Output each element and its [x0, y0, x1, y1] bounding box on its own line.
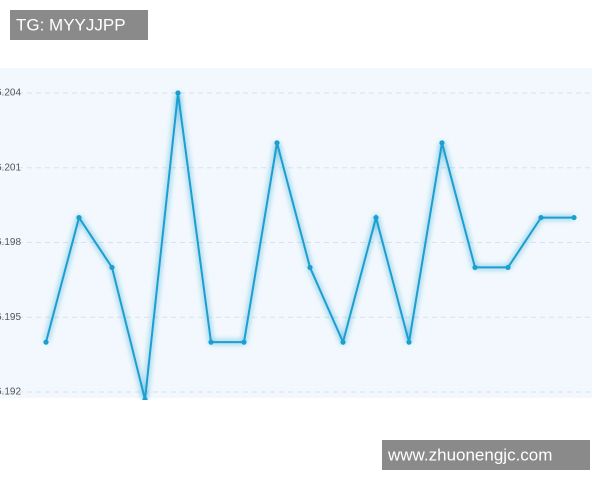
plot-background [0, 68, 592, 398]
point [175, 90, 181, 96]
grid: 6.192 6.195 6.198 6.201 6.204 [0, 88, 592, 398]
y-tick-label: 6.204 [0, 88, 21, 99]
y-tick-label: 6.195 [0, 312, 21, 323]
point [472, 264, 478, 271]
point [340, 339, 346, 345]
badge-background [10, 10, 148, 40]
point [76, 214, 82, 221]
point [274, 140, 280, 146]
y-tick-label: 6.201 [0, 162, 21, 173]
top-badge: TG: MYYJJPP [16, 15, 126, 34]
point [505, 264, 511, 271]
point [373, 214, 379, 221]
point [43, 339, 49, 345]
point [406, 339, 412, 345]
point [307, 264, 313, 271]
y-tick-label: 6.198 [0, 237, 21, 248]
point [208, 339, 214, 345]
plot [43, 90, 577, 400]
point [109, 264, 115, 271]
bottom-badge: www.zhuonengjc.com [387, 445, 552, 464]
point [538, 214, 544, 221]
point [439, 140, 445, 146]
point [241, 339, 247, 345]
point [571, 214, 577, 221]
point [142, 396, 148, 400]
y-tick-label: 6.192 [0, 387, 21, 398]
badge-background [382, 440, 590, 470]
